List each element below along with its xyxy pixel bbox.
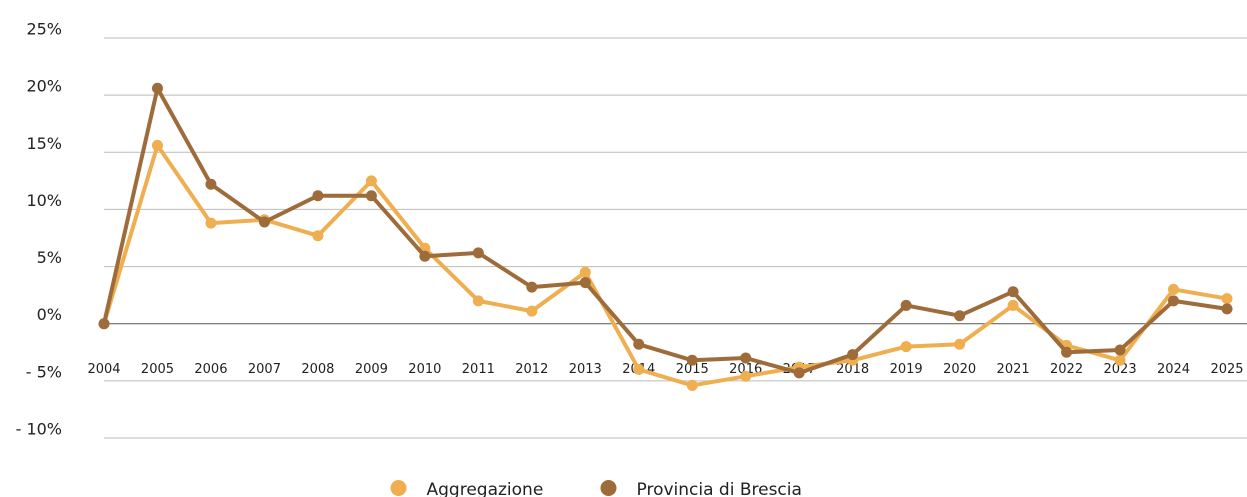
data-point (1168, 283, 1180, 295)
data-point (472, 295, 484, 307)
y-tick-label: 10% (26, 191, 62, 210)
data-point (526, 281, 538, 293)
data-point (1114, 344, 1126, 356)
data-point (526, 305, 538, 317)
x-tick-label: 2010 (408, 362, 441, 377)
x-tick-label: 2012 (515, 362, 548, 377)
x-tick-label: 2020 (943, 362, 976, 377)
x-tick-label: 2015 (676, 362, 709, 377)
data-point (847, 349, 859, 361)
data-point (258, 216, 270, 228)
x-tick-label: 2011 (462, 362, 495, 377)
x-tick-label: 2005 (141, 362, 174, 377)
data-point (205, 217, 217, 229)
data-point (151, 82, 163, 94)
y-tick-label: - 5% (26, 362, 62, 381)
data-point (472, 247, 484, 259)
data-point (686, 379, 698, 391)
x-tick-label: 2023 (1104, 362, 1137, 377)
data-point (98, 318, 110, 330)
data-point (1221, 293, 1233, 305)
y-tick-label: - 10% (16, 420, 62, 439)
legend-label: Aggregazione (427, 480, 544, 497)
data-point (1168, 295, 1180, 307)
data-point (740, 370, 752, 382)
x-tick-label: 2018 (836, 362, 869, 377)
data-point (1221, 303, 1233, 315)
x-tick-label: 2022 (1050, 362, 1083, 377)
data-point (365, 190, 377, 202)
data-point (740, 352, 752, 364)
x-tick-label: 2025 (1210, 362, 1243, 377)
x-tick-label: 2008 (301, 362, 334, 377)
legend-label: Provincia di Brescia (637, 480, 802, 497)
y-tick-label: 25% (26, 20, 62, 39)
x-tick-label: 2021 (997, 362, 1030, 377)
y-tick-label: 5% (37, 248, 62, 267)
legend-marker (390, 480, 407, 496)
legend-marker (600, 480, 617, 496)
data-point (793, 367, 805, 379)
data-point (1007, 286, 1019, 298)
data-point (686, 354, 698, 366)
data-point (900, 341, 912, 353)
data-point (900, 299, 912, 311)
data-point (1114, 354, 1126, 366)
y-tick-label: 20% (26, 77, 62, 96)
series-line (102, 143, 1228, 388)
data-point (419, 250, 431, 262)
x-tick-label: 2006 (194, 362, 227, 377)
x-tick-label: 2004 (87, 362, 120, 377)
data-point (1061, 346, 1073, 358)
data-point (633, 363, 645, 375)
data-point (633, 338, 645, 350)
x-tick-label: 2019 (890, 362, 923, 377)
data-point (312, 190, 324, 202)
y-tick-label: 15% (26, 134, 62, 153)
data-point (579, 277, 591, 289)
x-tick-label: 2024 (1157, 362, 1190, 377)
data-point (205, 178, 217, 190)
data-point (954, 338, 966, 350)
series-line (102, 86, 1228, 375)
x-tick-label: 2013 (569, 362, 602, 377)
data-point (954, 310, 966, 322)
data-point (579, 266, 591, 278)
data-point (151, 139, 163, 151)
data-point (1007, 299, 1019, 311)
y-tick-label: 0% (37, 305, 62, 324)
data-point (365, 175, 377, 187)
x-tick-label: 2007 (248, 362, 281, 377)
x-tick-label: 2009 (355, 362, 388, 377)
data-point (312, 230, 324, 242)
